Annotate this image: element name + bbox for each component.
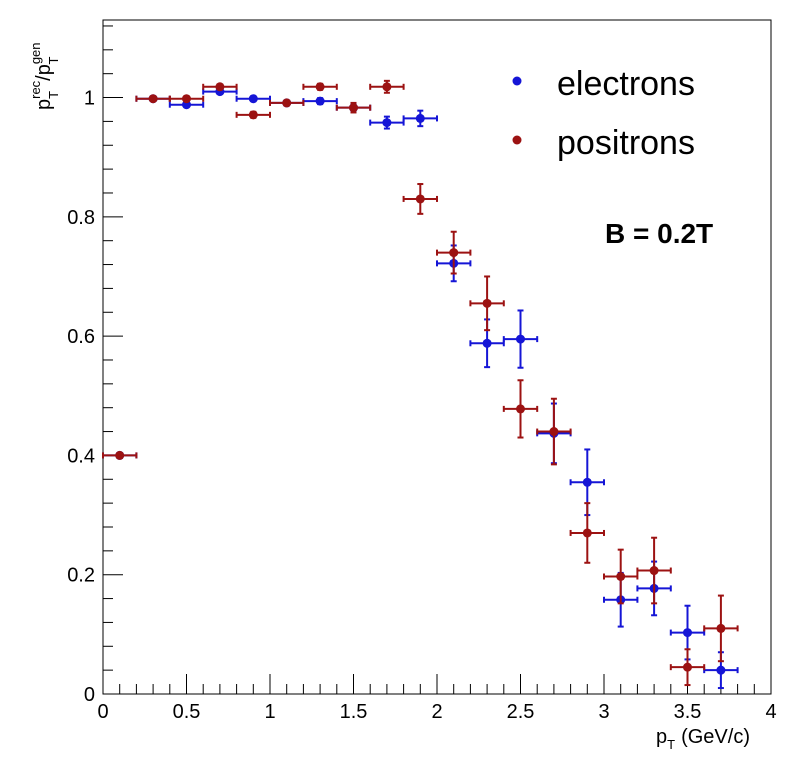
- data-point: [248, 110, 258, 120]
- x-title-main: p: [656, 726, 667, 748]
- data-point: [582, 528, 592, 538]
- y-tick-label: 0.4: [67, 445, 95, 467]
- data-point: [415, 194, 425, 204]
- y-tick-label: 0: [84, 684, 95, 706]
- x-tick-label: 3: [598, 701, 609, 723]
- series-electrons: [102, 87, 739, 690]
- data-point: [716, 623, 726, 633]
- legend-marker-positrons: [512, 135, 522, 145]
- y-title-slash: /p: [33, 64, 55, 81]
- data-point: [315, 82, 325, 92]
- data-point: [182, 94, 191, 104]
- y-tick-label: 0.6: [67, 326, 95, 348]
- y-title-sub1: T: [46, 91, 61, 99]
- y-axis-title: prec T/pgen T: [28, 42, 61, 110]
- data-point: [148, 94, 158, 104]
- data-point: [382, 82, 392, 92]
- y-title-sup1: rec: [28, 80, 43, 99]
- y-title-sup2: gen: [28, 42, 43, 64]
- data-point: [349, 103, 358, 113]
- x-title-unit: (GeV/c): [681, 726, 750, 748]
- data-point: [449, 248, 459, 258]
- x-tick-label: 3.5: [674, 701, 702, 723]
- x-title-sub: T: [667, 737, 675, 752]
- data-point: [683, 662, 692, 672]
- data-point: [616, 571, 626, 581]
- series-layer: [102, 79, 739, 690]
- data-point: [482, 298, 492, 308]
- y-tick-label: 1: [84, 88, 95, 110]
- y-title-sub2: T: [46, 56, 61, 64]
- legend: electrons positrons: [512, 65, 695, 162]
- y-tick-label: 0.2: [67, 565, 95, 587]
- data-point: [482, 338, 492, 348]
- x-tick-label: 1.5: [340, 701, 368, 723]
- field-annotation: B = 0.2T: [605, 218, 713, 249]
- y-title-p1: p: [33, 99, 55, 110]
- data-point: [516, 404, 525, 414]
- data-point: [282, 98, 292, 108]
- data-point: [415, 113, 425, 123]
- x-tick-label: 0.5: [173, 701, 201, 723]
- y-tick-label: 0.8: [67, 207, 95, 229]
- data-point: [716, 665, 726, 675]
- x-axis-title: pT (GeV/c): [656, 726, 750, 752]
- data-point: [315, 96, 325, 106]
- data-point: [649, 566, 659, 576]
- series-positrons: [102, 79, 739, 687]
- legend-marker-electrons: [512, 76, 522, 86]
- tick-labels: 0 0.5 1 1.5 2 2.5 3 3.5 4 0 0.2 0.4 0.6 0.8 1: [67, 88, 776, 723]
- data-point: [382, 118, 392, 128]
- data-point: [115, 450, 125, 460]
- x-tick-label: 4: [765, 701, 776, 723]
- data-point: [549, 427, 559, 437]
- data-point: [248, 94, 258, 104]
- data-point: [215, 82, 225, 92]
- data-point: [582, 477, 592, 487]
- legend-label-electrons: electrons: [557, 65, 695, 103]
- data-point: [516, 334, 525, 344]
- x-tick-label: 2: [431, 701, 442, 723]
- x-tick-label: 0: [97, 701, 108, 723]
- data-point: [683, 628, 692, 638]
- x-tick-label: 1: [264, 701, 275, 723]
- x-tick-label: 2.5: [507, 701, 535, 723]
- legend-label-positrons: positrons: [557, 124, 695, 162]
